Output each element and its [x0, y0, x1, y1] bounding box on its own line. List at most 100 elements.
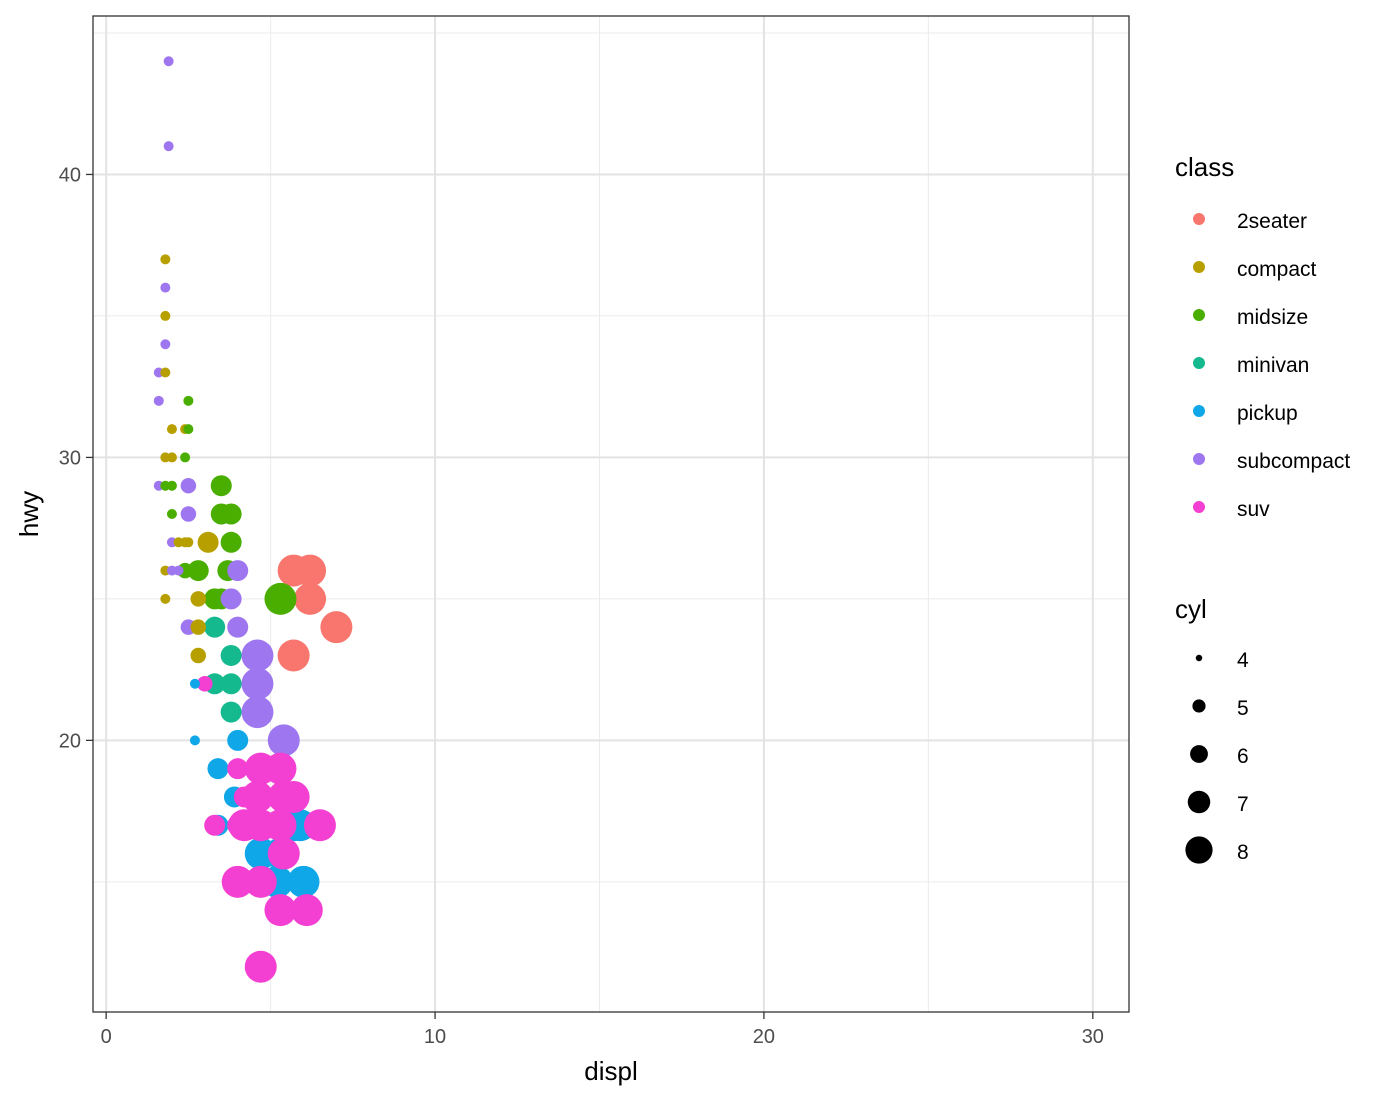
data-point-suv [244, 865, 277, 898]
data-point-compact [190, 647, 206, 664]
x-tick-label: 10 [424, 1026, 446, 1048]
size-legend: cyl 4 5 6 7 8 [1175, 594, 1249, 864]
size-legend-label-7: 7 [1237, 793, 1249, 816]
data-point-compact [183, 537, 194, 548]
legend-label-midsize: midsize [1237, 306, 1308, 329]
legend-key-minivan [1193, 357, 1205, 369]
data-point-midsize [264, 582, 297, 615]
data-point-2seater [320, 611, 353, 644]
data-point-compact [160, 254, 171, 265]
legend-key-pickup [1193, 405, 1205, 417]
data-point-subcompact [163, 56, 174, 67]
data-point-pickup [189, 735, 200, 746]
axes: 0 10 20 30 20 30 40 [59, 164, 1104, 1048]
data-point-pickup [227, 729, 249, 751]
y-axis-title: hwy [14, 491, 44, 537]
size-legend-label-8: 8 [1237, 841, 1249, 864]
data-point-suv [290, 894, 323, 927]
data-point-suv [244, 950, 277, 983]
legend-label-pickup: pickup [1237, 402, 1298, 425]
size-legend-label-5: 5 [1237, 697, 1249, 720]
data-point-compact [166, 452, 177, 463]
data-point-midsize [220, 531, 242, 553]
data-point-subcompact [163, 141, 174, 152]
size-legend-key-5 [1192, 699, 1206, 713]
data-point-midsize [166, 509, 177, 519]
data-point-subcompact [241, 667, 274, 700]
data-point-2seater [294, 582, 327, 615]
data-point-midsize [210, 475, 232, 497]
data-point-pickup [189, 678, 200, 689]
legend-key-midsize [1193, 309, 1205, 321]
color-legend: class 2seater compact midsize minivan pickup… [1175, 152, 1350, 521]
plot-panel-border [92, 15, 1130, 1013]
data-point-suv [227, 814, 249, 836]
y-tick-label: 40 [59, 164, 81, 186]
legend-key-suv [1193, 501, 1205, 513]
data-point-midsize [187, 560, 209, 582]
data-point-suv [227, 758, 249, 780]
legend-label-subcompact: subcompact [1237, 450, 1350, 473]
legend-key-subcompact [1193, 453, 1205, 465]
data-points [153, 56, 353, 983]
data-point-minivan [204, 616, 226, 638]
color-legend-title: class [1175, 152, 1234, 182]
legend-label-compact: compact [1237, 258, 1317, 281]
data-point-suv [277, 780, 310, 813]
data-point-suv [227, 871, 249, 893]
size-legend-label-4: 4 [1237, 649, 1249, 672]
size-legend-key-8 [1185, 836, 1213, 864]
data-point-midsize [180, 452, 191, 463]
data-point-suv [264, 752, 297, 785]
data-point-compact [197, 531, 219, 553]
data-point-minivan [220, 644, 242, 666]
size-legend-key-4 [1195, 654, 1203, 662]
size-legend-label-6: 6 [1237, 745, 1249, 768]
data-point-suv [197, 676, 213, 692]
data-point-suv [204, 814, 226, 836]
size-legend-title: cyl [1175, 594, 1207, 624]
legend-label-minivan: minivan [1237, 354, 1309, 377]
size-legend-key-7 [1187, 790, 1211, 814]
legend-label-suv: suv [1237, 498, 1270, 521]
data-point-compact [190, 619, 206, 635]
y-tick-label: 20 [59, 730, 81, 752]
data-point-suv [233, 786, 255, 808]
data-point-subcompact [173, 565, 184, 576]
data-point-2seater [294, 554, 327, 587]
data-point-midsize [183, 424, 194, 435]
data-point-pickup [287, 865, 320, 898]
data-point-compact [166, 424, 177, 435]
data-point-compact [160, 310, 171, 321]
data-point-minivan [220, 673, 242, 695]
legend-key-2seater [1193, 213, 1205, 225]
x-tick-label: 20 [753, 1026, 775, 1048]
size-legend-key-6 [1190, 745, 1208, 763]
data-point-subcompact [227, 560, 249, 582]
data-point-subcompact [227, 616, 249, 638]
data-point-compact [160, 367, 171, 378]
data-point-subcompact [180, 477, 197, 494]
data-point-2seater [277, 639, 310, 672]
data-point-suv [264, 809, 297, 842]
data-point-subcompact [153, 395, 164, 406]
data-point-subcompact [267, 724, 300, 757]
x-tick-label: 0 [101, 1026, 112, 1048]
y-tick-label: 30 [59, 447, 81, 469]
data-point-midsize [220, 503, 242, 525]
data-point-midsize [183, 395, 194, 406]
data-point-midsize [166, 480, 177, 491]
data-point-minivan [220, 701, 242, 723]
x-axis-title: displ [584, 1056, 637, 1086]
data-point-suv [264, 894, 297, 927]
legend-key-compact [1193, 261, 1205, 273]
legend-label-2seater: 2seater [1237, 210, 1307, 233]
data-point-compact [160, 593, 171, 604]
grid-lines [93, 16, 1129, 1012]
data-point-suv [267, 837, 300, 870]
data-point-subcompact [160, 339, 171, 350]
data-point-compact [190, 591, 206, 607]
data-point-subcompact [241, 696, 274, 729]
x-tick-label: 30 [1082, 1026, 1104, 1048]
